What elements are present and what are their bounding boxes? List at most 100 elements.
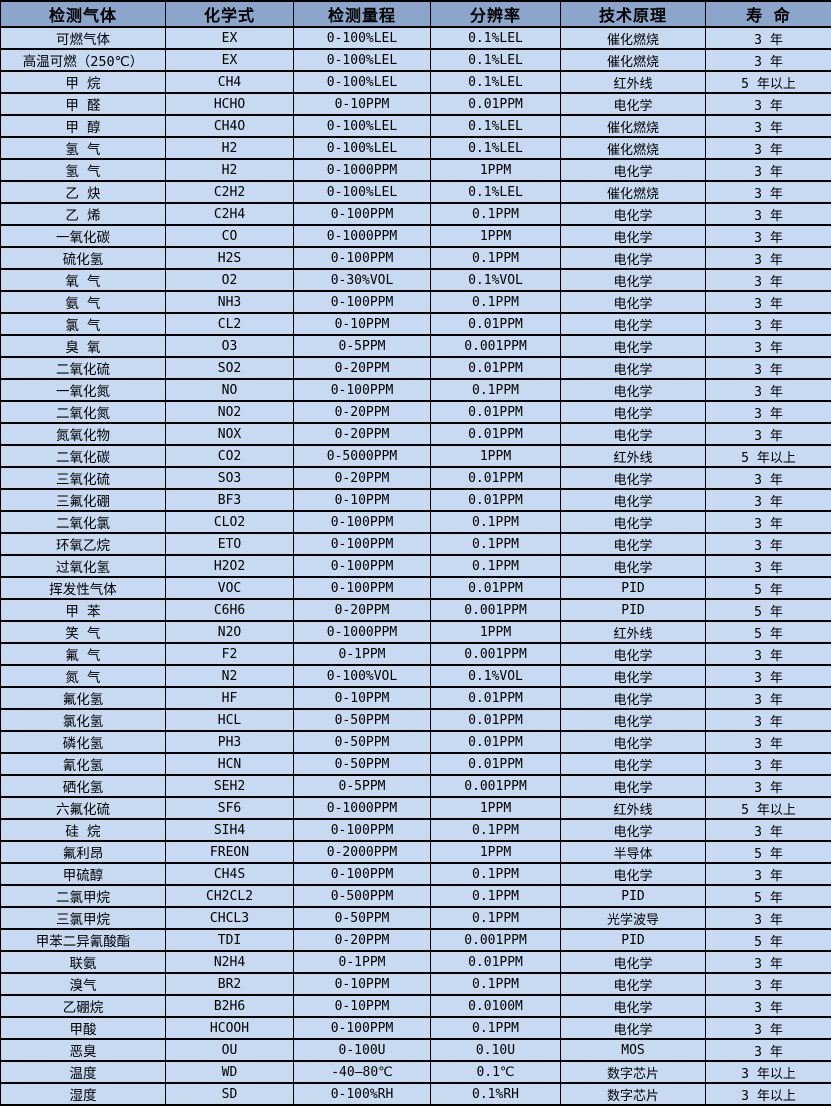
lifespan-cell: 3 年 — [706, 335, 831, 357]
gas-name-cell: 三氯甲烷 — [1, 907, 166, 929]
formula-cell: CH4 — [166, 71, 294, 93]
principle-cell: 电化学 — [561, 973, 706, 995]
formula-cell: CH4O — [166, 115, 294, 137]
lifespan-cell: 5 年以上 — [706, 445, 831, 467]
resolution-cell: 0.0100M — [431, 995, 561, 1017]
column-header-gas: 检测气体 — [1, 1, 166, 27]
range-cell: 0-2000PPM — [294, 841, 431, 863]
formula-cell: FREON — [166, 841, 294, 863]
lifespan-cell: 3 年 — [706, 753, 831, 775]
principle-cell: 电化学 — [561, 467, 706, 489]
lifespan-cell: 3 年 — [706, 709, 831, 731]
formula-cell: SIH4 — [166, 819, 294, 841]
formula-cell: OU — [166, 1039, 294, 1061]
header-row: 检测气体 化学式 检测量程 分辨率 技术原理 寿 命 — [1, 1, 831, 27]
range-cell: 0-100PPM — [294, 533, 431, 555]
lifespan-cell: 3 年 — [706, 687, 831, 709]
resolution-cell: 1PPM — [431, 621, 561, 643]
formula-cell: HCHO — [166, 93, 294, 115]
range-cell: 0-1PPM — [294, 951, 431, 973]
range-cell: 0-100%LEL — [294, 115, 431, 137]
gas-name-cell: 三氧化硫 — [1, 467, 166, 489]
principle-cell: 催化燃烧 — [561, 181, 706, 203]
lifespan-cell: 3 年 — [706, 93, 831, 115]
principle-cell: 电化学 — [561, 775, 706, 797]
principle-cell: 电化学 — [561, 489, 706, 511]
principle-cell: PID — [561, 885, 706, 907]
range-cell: 0-20PPM — [294, 467, 431, 489]
lifespan-cell: 3 年 — [706, 313, 831, 335]
principle-cell: 红外线 — [561, 621, 706, 643]
lifespan-cell: 3 年 — [706, 247, 831, 269]
range-cell: 0-100PPM — [294, 863, 431, 885]
resolution-cell: 0.1PPM — [431, 863, 561, 885]
formula-cell: C2H4 — [166, 203, 294, 225]
column-header-formula: 化学式 — [166, 1, 294, 27]
principle-cell: 电化学 — [561, 379, 706, 401]
range-cell: 0-100PPM — [294, 511, 431, 533]
range-cell: 0-5000PPM — [294, 445, 431, 467]
principle-cell: 电化学 — [561, 401, 706, 423]
resolution-cell: 0.01PPM — [431, 753, 561, 775]
gas-name-cell: 氨 气 — [1, 291, 166, 313]
principle-cell: 电化学 — [561, 643, 706, 665]
column-header-resolution: 分辨率 — [431, 1, 561, 27]
lifespan-cell: 3 年 — [706, 291, 831, 313]
principle-cell: 电化学 — [561, 93, 706, 115]
gas-name-cell: 湿度 — [1, 1083, 166, 1105]
gas-name-cell: 臭 氧 — [1, 335, 166, 357]
resolution-cell: 0.1%VOL — [431, 269, 561, 291]
range-cell: 0-1000PPM — [294, 621, 431, 643]
lifespan-cell: 3 年 — [706, 225, 831, 247]
formula-cell: H2O2 — [166, 555, 294, 577]
principle-cell: 电化学 — [561, 511, 706, 533]
lifespan-cell: 3 年 — [706, 951, 831, 973]
principle-cell: 电化学 — [561, 533, 706, 555]
lifespan-cell: 5 年 — [706, 577, 831, 599]
formula-cell: SEH2 — [166, 775, 294, 797]
range-cell: 0-10PPM — [294, 93, 431, 115]
principle-cell: MOS — [561, 1039, 706, 1061]
range-cell: -40—80℃ — [294, 1061, 431, 1083]
principle-cell: 电化学 — [561, 687, 706, 709]
lifespan-cell: 3 年 — [706, 775, 831, 797]
resolution-cell: 0.01PPM — [431, 731, 561, 753]
lifespan-cell: 3 年 — [706, 203, 831, 225]
resolution-cell: 0.01PPM — [431, 313, 561, 335]
formula-cell: HCL — [166, 709, 294, 731]
principle-cell: 催化燃烧 — [561, 115, 706, 137]
formula-cell: WD — [166, 1061, 294, 1083]
range-cell: 0-100PPM — [294, 1017, 431, 1039]
range-cell: 0-100U — [294, 1039, 431, 1061]
range-cell: 0-20PPM — [294, 929, 431, 951]
formula-cell: O3 — [166, 335, 294, 357]
resolution-cell: 0.1%LEL — [431, 49, 561, 71]
gas-name-cell: 二氧化氮 — [1, 401, 166, 423]
formula-cell: CO — [166, 225, 294, 247]
gas-name-cell: 甲 烷 — [1, 71, 166, 93]
formula-cell: TDI — [166, 929, 294, 951]
formula-cell: EX — [166, 49, 294, 71]
principle-cell: 红外线 — [561, 445, 706, 467]
resolution-cell: 1PPM — [431, 841, 561, 863]
range-cell: 0-1000PPM — [294, 225, 431, 247]
formula-cell: NO2 — [166, 401, 294, 423]
gas-name-cell: 高温可燃（250℃） — [1, 49, 166, 71]
principle-cell: 电化学 — [561, 291, 706, 313]
resolution-cell: 0.1PPM — [431, 291, 561, 313]
gas-name-cell: 温度 — [1, 1061, 166, 1083]
